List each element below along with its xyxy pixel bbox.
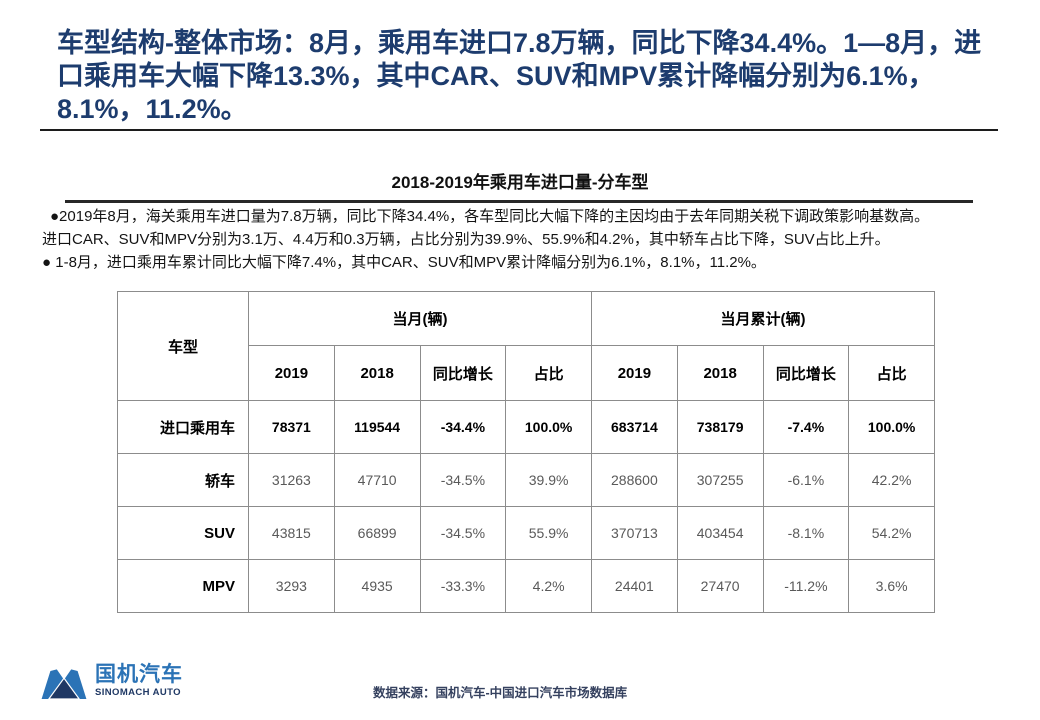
table-cell: 54.2% [848,506,935,560]
column-header: 2018 [333,345,421,401]
table-header-row: 车型 当月(辆) 当月累计(辆) [117,291,935,401]
row-label: 进口乘用车 [117,400,249,454]
logo-name-cn: 国机汽车 [95,663,183,686]
mountain-logo-icon [41,669,87,700]
logo-text: 国机汽车 SINOMACH AUTO [95,663,183,698]
table-row: MPV 3293 4935 -33.3% 4.2% 24401 27470 -11.2% 3.6… [117,559,935,613]
table-cell: 43815 [248,506,335,560]
table-row: 进口乘用车 78371 119544 -34.4% 100.0% 683714 738179… [117,400,935,454]
table-title: 2018-2019年乘用车进口量-分车型 [391,173,649,192]
page-title-line: 口乘用车大幅下降13.3%，其中CAR、SUV和MPV累计降幅分别为6.1%， [57,61,935,91]
table-cell: -34.4% [419,400,507,454]
table-cell: 4.2% [505,559,592,613]
table-cell: 42.2% [848,453,935,507]
table-cell: 370713 [591,506,678,560]
table-cell: 403454 [676,506,764,560]
table-cell: 27470 [676,559,764,613]
column-header-vehicle-type: 车型 [117,291,249,401]
title-divider [40,129,998,131]
page-title: 车型结构-整体市场：8月，乘用车进口7.8万辆，同比下降34.4%。1—8月，进… [57,27,1017,126]
table-cell: 3293 [248,559,335,613]
note-line: ● 1-8月，进口乘用车累计同比大幅下降7.4%，其中CAR、SUV和MPV累计… [42,254,766,271]
table-cell: -11.2% [762,559,850,613]
table-cell: 100.0% [505,400,592,454]
data-source: 数据来源：国机汽车-中国进口汽车市场数据库 [373,686,628,700]
column-header: 同比增长 [419,345,507,401]
import-volume-table: 车型 当月(辆) 当月累计(辆) 2019 2018 同比增长 占比 2019 … [117,291,935,613]
note-line: ●2019年8月，海关乘用车进口量为7.8万辆，同比下降34.4%，各车型同比大… [50,208,930,225]
table-cell: 738179 [676,400,764,454]
table-cell: -8.1% [762,506,850,560]
table-cell: 24401 [591,559,678,613]
table-cell: 66899 [333,506,421,560]
table-body: 进口乘用车 78371 119544 -34.4% 100.0% 683714 738179… [117,400,935,613]
table-cell: 55.9% [505,506,592,560]
column-group-cumulative: 当月累计(辆) [591,291,935,346]
table-cell: 100.0% [848,400,935,454]
column-header: 2018 [676,345,764,401]
table-row: 轿车 31263 47710 -34.5% 39.9% 288600 307255 -6.1%… [117,453,935,507]
column-group-current-month: 当月(辆) [248,291,592,346]
column-header: 占比 [848,345,935,401]
table-cell: 288600 [591,453,678,507]
column-header: 占比 [505,345,592,401]
row-label: 轿车 [117,453,249,507]
row-label: SUV [117,506,249,560]
logo-name-en: SINOMACH AUTO [95,687,181,698]
section-divider [65,200,973,203]
table-cell: 4935 [333,559,421,613]
row-label: MPV [117,559,249,613]
table-cell: 47710 [333,453,421,507]
table-cell: -7.4% [762,400,850,454]
table-cell: -6.1% [762,453,850,507]
table-cell: 31263 [248,453,335,507]
column-header: 2019 [248,345,335,401]
column-header: 同比增长 [762,345,850,401]
table-cell: 39.9% [505,453,592,507]
page-title-line: 8.1%，11.2%。 [57,94,248,124]
sinomach-logo: 国机汽车 SINOMACH AUTO [40,663,183,701]
table-cell: 307255 [676,453,764,507]
table-cell: 119544 [333,400,421,454]
note-line: 进口CAR、SUV和MPV分别为3.1万、4.4万和0.3万辆，占比分别为39.… [42,231,890,248]
notes-block: ●2019年8月，海关乘用车进口量为7.8万辆，同比下降34.4%，各车型同比大… [42,205,1022,274]
table-cell: -33.3% [419,559,507,613]
column-header: 2019 [591,345,678,401]
table-cell: 683714 [591,400,678,454]
table-cell: 78371 [248,400,335,454]
table-subheader-row: 2019 2018 同比增长 占比 2019 2018 同比增长 占比 [118,345,935,401]
table-cell: 3.6% [848,559,935,613]
table-row: SUV 43815 66899 -34.5% 55.9% 370713 403454 -8.1… [117,506,935,560]
table-cell: -34.5% [419,506,507,560]
page-title-line: 车型结构-整体市场：8月，乘用车进口7.8万辆，同比下降34.4%。1—8月，进 [57,28,982,58]
table-cell: -34.5% [419,453,507,507]
